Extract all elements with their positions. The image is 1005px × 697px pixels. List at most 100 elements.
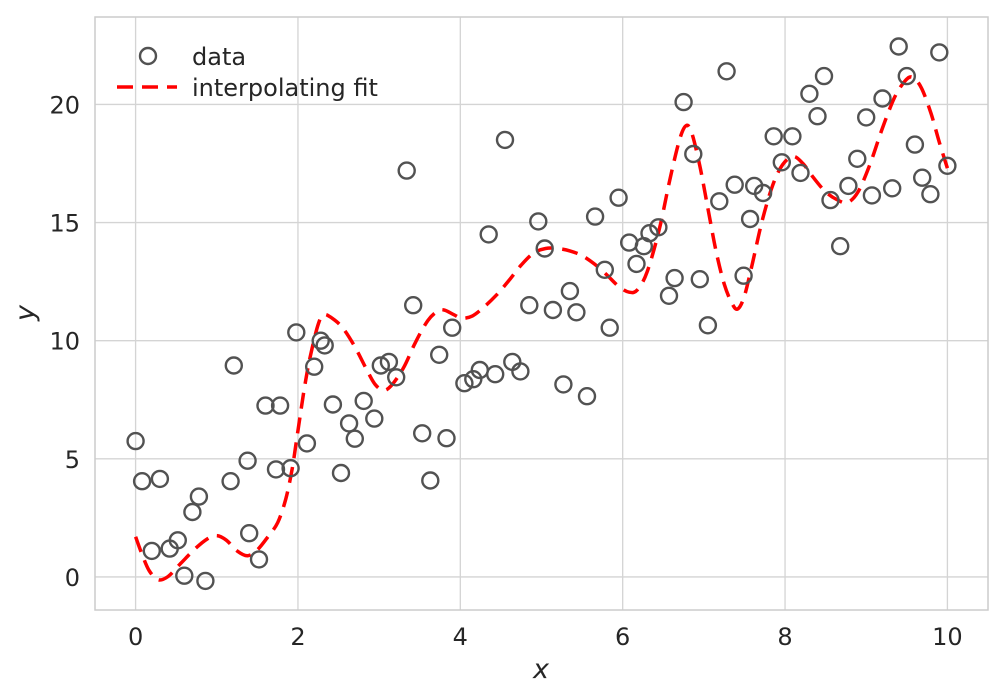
data-point (297, 434, 317, 453)
data-point (710, 192, 729, 211)
data-point (734, 266, 753, 285)
data-point (142, 541, 162, 561)
data-point (189, 487, 209, 506)
data-point (698, 316, 718, 335)
data-point (339, 414, 359, 433)
data-point (331, 463, 351, 483)
data-point (196, 571, 215, 591)
data-point (897, 66, 916, 86)
data-point (585, 207, 605, 226)
data-point (175, 566, 194, 585)
data-point (270, 396, 290, 415)
x-tick-label: 4 (453, 623, 468, 651)
data-point (511, 362, 530, 381)
data-point (311, 331, 330, 350)
data-point (387, 368, 406, 387)
data-point (609, 188, 628, 207)
data-point (831, 236, 850, 256)
data-point (905, 135, 925, 154)
y-axis-label: y (10, 304, 41, 322)
data-point (397, 161, 416, 180)
data-point (287, 323, 306, 342)
data-point (889, 37, 908, 56)
data-point (455, 374, 474, 393)
data-point (913, 168, 932, 187)
data-point (627, 254, 646, 274)
data-point (379, 352, 399, 372)
x-axis-label: x (532, 654, 550, 685)
x-tick-label: 2 (290, 623, 305, 651)
data-point (930, 43, 949, 62)
data-point (421, 471, 440, 490)
data-point (791, 163, 810, 183)
scatter-points (126, 37, 957, 591)
data-point (690, 270, 709, 289)
data-point (413, 424, 432, 443)
data-point (345, 429, 364, 448)
data-point (772, 153, 791, 172)
gridlines (95, 17, 988, 610)
y-tick-label: 15 (49, 210, 80, 238)
data-point (921, 184, 940, 204)
data-point (443, 318, 462, 337)
data-point (554, 375, 573, 394)
data-point (808, 106, 827, 126)
data-point (577, 387, 597, 406)
data-point (168, 531, 188, 550)
x-tick-labels: 0 2 4 6 8 10 (128, 623, 963, 651)
data-point (365, 409, 384, 428)
x-tick-label: 10 (932, 623, 963, 651)
x-tick-label: 0 (128, 623, 143, 651)
legend-entry-data: data (138, 43, 246, 71)
axes-spines (94, 16, 989, 611)
legend-label-fit: interpolating fit (192, 74, 378, 102)
legend: data interpolating fit (117, 43, 378, 102)
data-point (404, 296, 423, 315)
data-point (857, 108, 876, 127)
data-point (520, 296, 539, 315)
data-point (740, 209, 760, 229)
x-tick-label: 8 (777, 623, 792, 651)
data-point (684, 144, 703, 164)
data-point (479, 225, 498, 244)
data-point (529, 212, 548, 231)
data-point (239, 524, 259, 543)
data-point (249, 550, 269, 569)
data-point (717, 62, 736, 81)
data-point (862, 186, 882, 205)
y-tick-label: 5 (65, 446, 80, 474)
y-tick-label: 0 (65, 564, 80, 592)
data-point (567, 303, 586, 322)
data-point (437, 429, 456, 448)
data-point (659, 286, 679, 305)
data-point (725, 175, 744, 194)
data-point (848, 149, 867, 169)
data-point (560, 281, 580, 301)
data-point (183, 502, 202, 522)
data-point (883, 179, 902, 198)
data-point (323, 395, 343, 414)
data-point (256, 396, 275, 415)
data-point (938, 156, 957, 176)
data-point (464, 370, 483, 389)
plot-area (95, 17, 988, 610)
x-tick-label: 6 (615, 623, 630, 651)
data-point (665, 268, 684, 288)
data-point (430, 345, 449, 364)
data-point (783, 127, 802, 146)
data-point (873, 89, 892, 108)
data-point (764, 127, 783, 146)
y-tick-label: 10 (49, 328, 80, 356)
data-point (305, 357, 324, 376)
data-point (535, 239, 554, 258)
legend-marker-icon (138, 46, 158, 66)
data-point (821, 190, 840, 210)
data-point (221, 472, 240, 491)
data-point (224, 356, 244, 375)
data-point (238, 451, 257, 470)
data-point (800, 84, 819, 104)
data-point (281, 459, 300, 478)
legend-entry-fit: interpolating fit (117, 74, 378, 102)
